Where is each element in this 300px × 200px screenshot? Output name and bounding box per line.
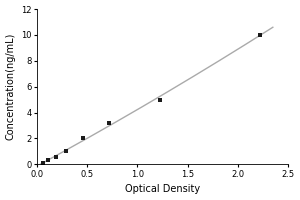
Point (40, 161, 45, 165)
Point (157, 98, 162, 101)
Y-axis label: Concentration(ng/mL): Concentration(ng/mL) (6, 33, 16, 140)
X-axis label: Optical Density: Optical Density (125, 184, 200, 194)
Point (81, 137, 86, 140)
Point (46, 159, 50, 162)
Point (63, 150, 68, 153)
Point (107, 121, 112, 125)
Point (257, 33, 262, 37)
Point (53, 155, 58, 158)
